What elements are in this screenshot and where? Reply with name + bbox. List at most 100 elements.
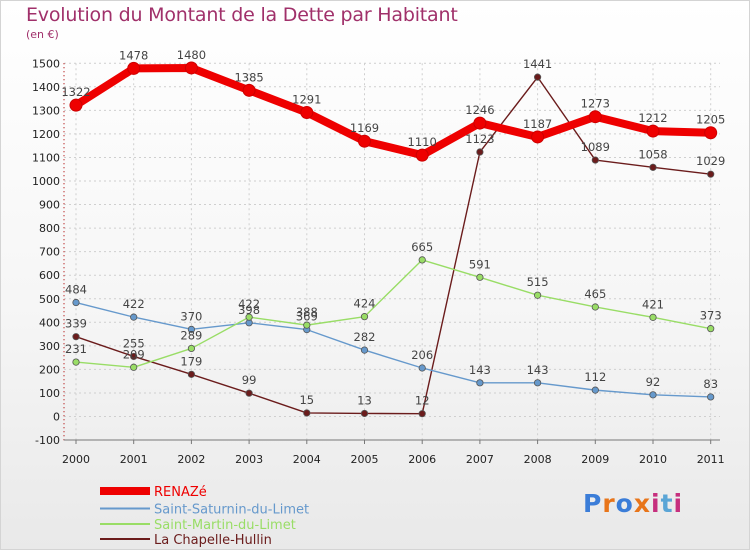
y-tick-label: 700	[39, 246, 60, 259]
x-tick-label: 2005	[351, 453, 379, 466]
series-line-2	[75, 259, 712, 368]
data-point	[476, 273, 484, 281]
data-point	[245, 389, 253, 397]
data-point	[184, 61, 198, 75]
data-label: 1029	[696, 154, 725, 168]
y-tick-label: 0	[53, 411, 60, 424]
data-label: 1322	[61, 85, 90, 99]
series-line-0	[72, 63, 715, 160]
data-point	[707, 325, 715, 333]
data-point	[187, 370, 195, 378]
data-point	[242, 83, 256, 97]
data-label: 484	[65, 283, 87, 297]
data-point	[303, 321, 311, 329]
legend-label: La Chapelle-Hullin	[154, 533, 272, 548]
y-tick-label: 1400	[32, 81, 60, 94]
data-label: 1273	[581, 97, 610, 111]
y-tick-label: 1000	[32, 175, 60, 188]
data-point	[358, 134, 371, 148]
logo-letter: x	[633, 489, 651, 518]
data-point	[646, 124, 660, 138]
x-tick-label: 2003	[235, 453, 263, 466]
data-point	[704, 126, 718, 140]
data-label: 231	[65, 342, 87, 356]
x-tick-label: 2006	[408, 453, 436, 466]
data-label: 255	[123, 336, 145, 350]
data-point	[707, 393, 715, 401]
series-line-3	[75, 76, 712, 415]
data-label: 1110	[408, 135, 437, 149]
data-label: 369	[296, 310, 318, 324]
y-tick-label: 900	[39, 199, 60, 212]
data-point	[300, 105, 314, 119]
data-point	[130, 313, 138, 321]
data-label: 92	[646, 375, 661, 389]
y-tick-label: 200	[39, 363, 60, 376]
data-point	[415, 148, 429, 162]
data-point	[245, 313, 253, 321]
y-tick-label: 1200	[32, 128, 60, 141]
data-point	[649, 313, 657, 321]
data-point	[649, 391, 657, 399]
data-point	[130, 352, 138, 361]
data-point	[72, 298, 80, 307]
data-label: 282	[354, 330, 376, 344]
data-label: 83	[703, 377, 718, 391]
data-label: 13	[357, 393, 372, 407]
legend-label: RENAZé	[154, 485, 207, 500]
data-label: 206	[411, 348, 433, 362]
data-label: 373	[700, 309, 722, 323]
data-point	[531, 130, 545, 144]
data-label: 1478	[119, 48, 148, 62]
y-tick-label: 300	[39, 340, 60, 353]
data-label: 209	[123, 347, 145, 361]
y-tick-label: 600	[39, 269, 60, 282]
data-point	[360, 409, 369, 418]
y-tick-label: 1100	[32, 151, 60, 164]
data-label: 143	[469, 363, 491, 377]
data-point	[360, 313, 369, 321]
data-label: 424	[354, 297, 376, 311]
data-label: 421	[642, 297, 664, 311]
logo-letter: o	[615, 489, 634, 518]
data-point	[588, 110, 602, 124]
data-point	[591, 386, 599, 394]
data-label: 1385	[234, 70, 263, 84]
y-tick-label: 1300	[32, 104, 60, 117]
y-tick-label: 100	[39, 387, 60, 400]
data-point	[187, 325, 195, 333]
y-tick-label: -100	[35, 434, 60, 447]
data-label: 465	[584, 287, 606, 301]
data-point	[591, 156, 599, 164]
data-label: 388	[296, 305, 318, 319]
logo-letter: r	[602, 489, 616, 518]
data-label: 1212	[638, 111, 667, 125]
data-label: 179	[180, 354, 202, 368]
data-point	[649, 163, 657, 171]
data-label: 1058	[638, 147, 667, 161]
data-point	[418, 364, 426, 372]
y-tick-label: 500	[39, 293, 60, 306]
data-point	[72, 333, 80, 341]
data-label: 99	[242, 373, 257, 387]
data-label: 398	[238, 303, 260, 317]
logo-letter: i	[651, 489, 661, 518]
x-tick-label: 2002	[177, 453, 205, 466]
data-point	[303, 409, 311, 417]
legend-label: Saint-Saturnin-du-Limet	[154, 503, 309, 518]
x-tick-label: 2000	[62, 453, 90, 466]
data-label: 665	[411, 240, 433, 254]
data-label: 515	[527, 275, 549, 289]
x-tick-label: 2001	[120, 453, 148, 466]
data-point	[187, 344, 195, 353]
x-tick-label: 2011	[697, 453, 725, 466]
data-point	[418, 410, 426, 418]
series-line-1	[75, 301, 712, 398]
data-label: 370	[180, 309, 202, 323]
data-label: 289	[180, 328, 202, 342]
unit-label: (en €)	[26, 28, 59, 41]
data-point	[72, 358, 80, 366]
data-label: 1123	[465, 132, 494, 146]
proxiti-logo: Proxiti	[583, 489, 683, 518]
